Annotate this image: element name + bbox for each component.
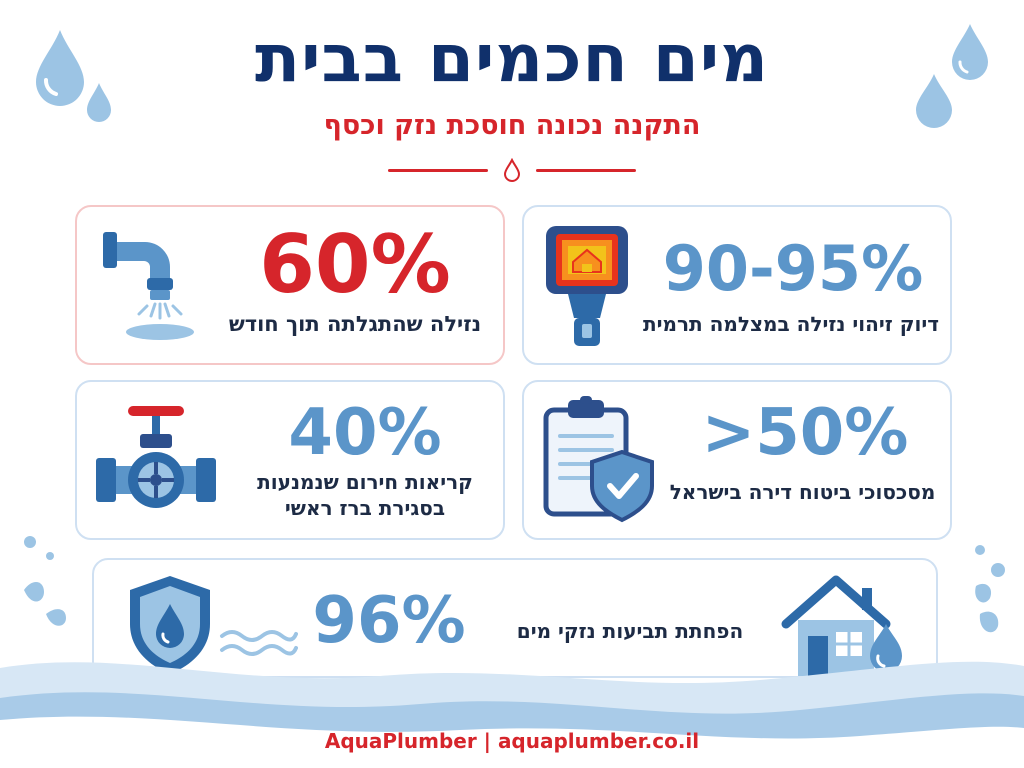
insurance-clipboard-icon: [543, 396, 654, 523]
wave-lines-icon: [220, 630, 298, 656]
water-drop-icon: [87, 83, 111, 122]
thermal-camera-icon: [546, 226, 628, 346]
page-title: מים חכמים בבית: [255, 20, 769, 97]
divider-left: [388, 169, 488, 172]
stat-label: נזילה שהתגלתה תוך חודש: [228, 312, 482, 336]
stat-label: מסכסוכי ביטוח דירה בישראל: [669, 480, 936, 504]
stat-value: 90-95%: [662, 232, 924, 305]
water-splash-icon: [24, 536, 66, 626]
water-drop-icon: [952, 24, 988, 80]
shield-drop-icon: [130, 576, 210, 674]
stat-value: 96%: [312, 584, 466, 658]
house-water-icon: [781, 575, 902, 676]
stat-value: 40%: [288, 396, 442, 470]
faucet-icon: [103, 232, 194, 340]
water-splash-icon: [975, 545, 1005, 633]
red-drop-icon: [503, 158, 521, 182]
water-drop-icon: [36, 30, 84, 106]
footer-text: AquaPlumber | aquaplumber.co.il: [324, 729, 700, 753]
stat-label-line-1: קריאות חירום שנמנעות: [257, 470, 473, 494]
stat-value: >50%: [701, 396, 909, 470]
stat-label: הפחתת תביעות נזקי מים: [516, 619, 744, 643]
stat-value: 60%: [259, 218, 451, 311]
stat-label-line-2: בסגירת ברז ראשי: [284, 496, 446, 520]
stat-label: דיוק זיהוי נזילה במצלמה תרמית: [642, 312, 940, 336]
main-valve-icon: [96, 406, 216, 508]
divider-right: [536, 169, 636, 172]
page-subtitle: התקנה נכונה חוסכת נזק וכסף: [323, 110, 701, 141]
water-drop-icon: [916, 74, 952, 128]
wave-background: [0, 661, 1024, 768]
